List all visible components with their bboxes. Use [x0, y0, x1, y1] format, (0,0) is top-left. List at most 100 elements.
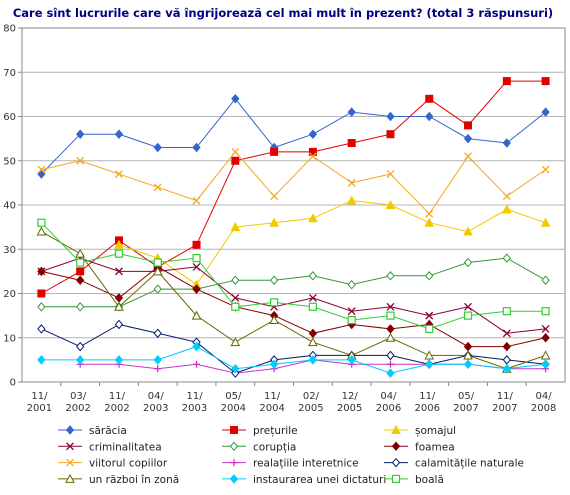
data-point [231, 363, 240, 374]
data-point [192, 196, 201, 205]
series-line [118, 200, 546, 286]
data-point [541, 107, 550, 117]
data-point [76, 355, 85, 365]
legend-label: realațiile interetnice [253, 458, 359, 470]
x-tick-label: 03/ [70, 391, 87, 402]
data-point [76, 156, 85, 165]
data-point [114, 239, 124, 249]
data-point [502, 77, 511, 86]
data-point [37, 266, 46, 277]
data-point [501, 204, 512, 214]
legend-swatch-marker [229, 474, 239, 484]
data-point [463, 226, 473, 236]
data-point [386, 130, 395, 139]
data-point [36, 226, 47, 236]
data-point [386, 271, 395, 281]
data-point [269, 217, 279, 227]
legend-item: boală [384, 474, 444, 486]
x-tick-label: 2003 [143, 403, 168, 414]
series-line [41, 80, 546, 294]
legend-item: sărăcia [58, 425, 127, 437]
grid-layer [21, 27, 566, 383]
legend-swatch-marker [65, 473, 75, 483]
data-point [347, 139, 356, 148]
x-tick-label: 11/ [186, 391, 203, 402]
legend-item: șomajul [384, 424, 456, 437]
data-point [192, 284, 201, 294]
data-point [308, 293, 317, 302]
y-tick-label: 20 [3, 289, 16, 300]
data-point [425, 271, 434, 281]
data-point [541, 165, 550, 174]
data-point [154, 365, 162, 373]
legend-item: prețurile [222, 425, 298, 437]
legend-label: criminalitatea [89, 441, 162, 453]
x-tick-label: 04/ [380, 391, 397, 402]
legend-swatch-marker [65, 425, 75, 435]
data-point [37, 289, 46, 298]
data-point [192, 341, 201, 352]
data-point [347, 279, 356, 290]
data-point [541, 359, 550, 370]
data-point [502, 192, 511, 201]
series-line [41, 346, 546, 374]
data-point [541, 307, 550, 316]
y-tick-label: 80 [3, 24, 16, 35]
data-point [463, 350, 473, 360]
data-point [231, 156, 240, 165]
data-point [308, 213, 318, 223]
series-11 [37, 218, 550, 333]
data-point [230, 222, 241, 232]
data-point [308, 147, 317, 156]
data-point [308, 129, 318, 139]
data-point [425, 209, 434, 218]
data-point [192, 254, 201, 263]
x-tick-label: 2007 [492, 403, 517, 414]
data-point [193, 360, 201, 368]
y-tick-label: 40 [3, 201, 16, 212]
y-tick-label: 50 [3, 156, 16, 167]
series-6 [37, 147, 550, 218]
data-point [153, 328, 162, 339]
series-1 [37, 77, 550, 298]
data-point [347, 178, 356, 187]
data-point [37, 302, 46, 312]
legend-label: prețurile [253, 425, 298, 437]
legend-swatch-marker [230, 459, 238, 467]
legend-item: foamea [384, 441, 455, 453]
data-point [463, 311, 473, 320]
x-tick-label: 04/ [148, 391, 165, 402]
data-point [347, 307, 356, 316]
x-tick-label: 2006 [376, 403, 401, 414]
series-2 [114, 195, 551, 289]
data-point [192, 240, 201, 249]
x-tick-label: 04/ [536, 391, 553, 402]
legend-swatch-marker [230, 426, 238, 434]
data-point [308, 337, 318, 347]
data-point [37, 218, 46, 227]
series-9 [36, 226, 551, 373]
data-point [231, 302, 240, 311]
data-point [269, 359, 279, 370]
x-tick-label: 05/ [225, 391, 242, 402]
x-tick-label: 11/ [264, 391, 281, 402]
x-tick-label: 02/ [303, 391, 320, 402]
legend-swatch-marker [66, 458, 74, 467]
series-layer [36, 77, 551, 378]
data-point [386, 350, 395, 361]
y-tick-label: 60 [3, 112, 16, 123]
data-point [231, 147, 240, 156]
series-line [41, 151, 546, 215]
data-point [114, 355, 124, 365]
x-tick-label: 2002 [104, 403, 129, 414]
data-point [75, 248, 86, 258]
data-point [231, 94, 240, 104]
data-point [308, 302, 317, 311]
data-point [152, 266, 163, 276]
legend-label: boală [415, 474, 444, 486]
data-point [424, 350, 435, 360]
data-point [425, 324, 434, 333]
legend-item: realațiile interetnice [222, 458, 359, 470]
